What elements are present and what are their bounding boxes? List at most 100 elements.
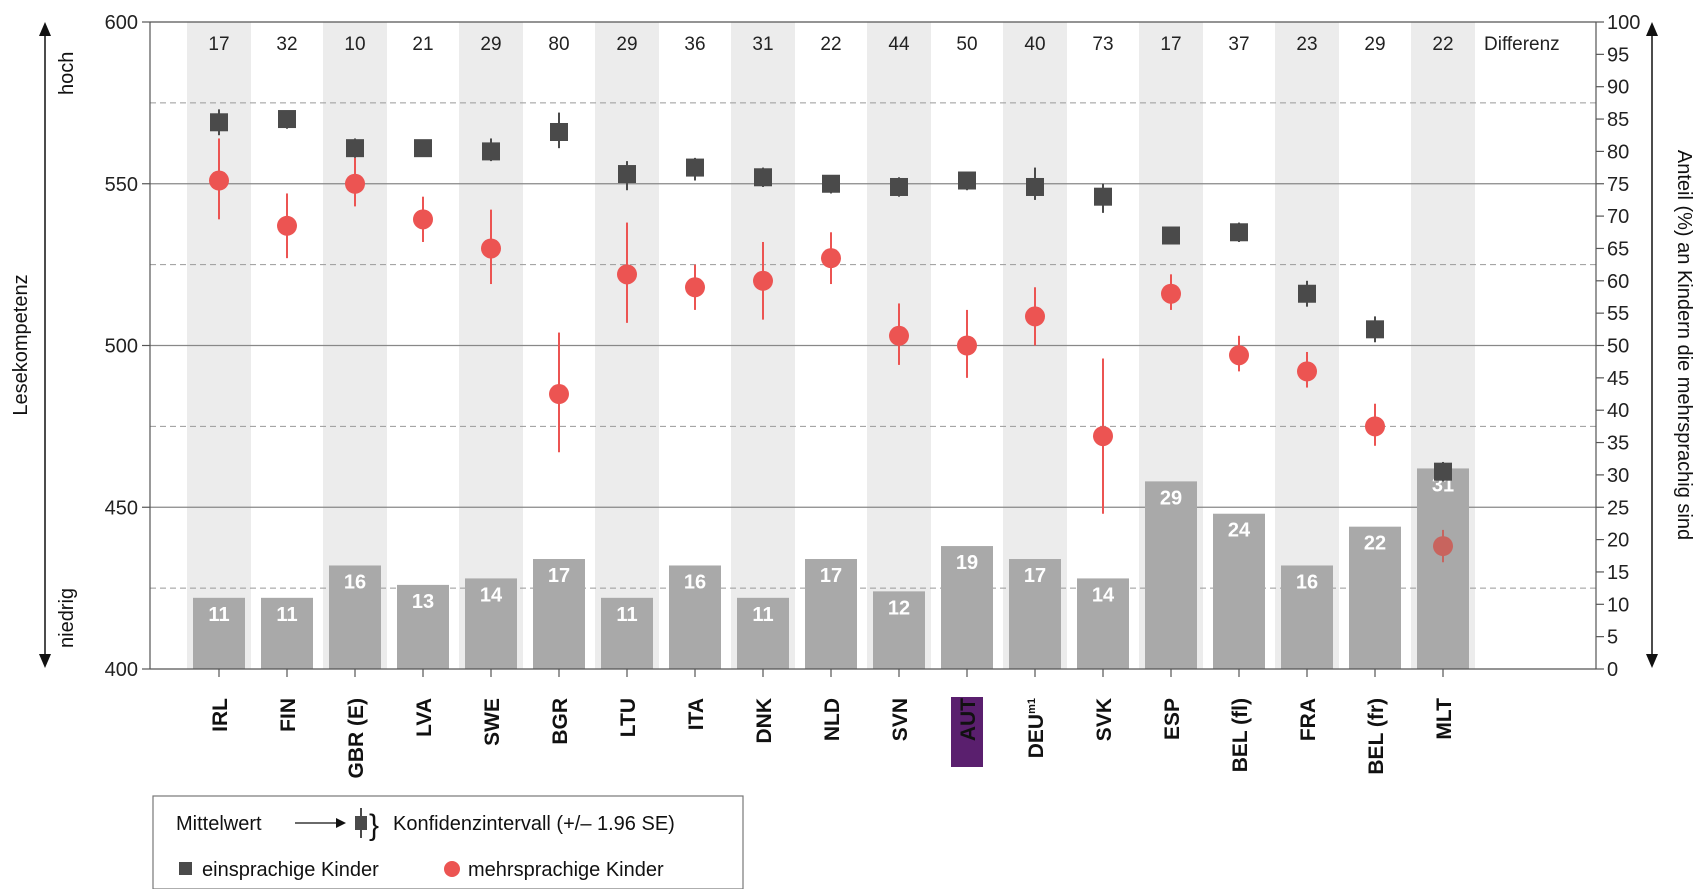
difference-value: 17	[1160, 34, 1181, 55]
right-tick-label: 60	[1607, 271, 1629, 293]
difference-header: Differenz	[1484, 34, 1560, 55]
difference-value: 29	[616, 34, 637, 55]
mono-marker	[1298, 284, 1316, 303]
share-bar	[1349, 526, 1401, 669]
share-bar	[533, 559, 585, 669]
share-bar-label: 17	[548, 565, 570, 587]
right-tick-label: 15	[1607, 562, 1629, 584]
right-axis-ticks: 0 5 10 15 20 25 30 35 40 45 50 55 60 65 70 75 80 85 90 95 10…	[1596, 12, 1640, 681]
right-tick-label: 10	[1607, 594, 1629, 616]
share-bar-label: 12	[888, 597, 910, 619]
right-tick-label: 0	[1607, 659, 1618, 681]
multi-marker	[1161, 283, 1181, 304]
difference-value: 37	[1228, 34, 1249, 55]
multi-marker	[277, 215, 297, 236]
share-bar	[465, 578, 517, 669]
right-axis-arrow	[1646, 22, 1658, 668]
right-tick-label: 90	[1607, 77, 1629, 99]
difference-value: 22	[820, 34, 841, 55]
difference-value: 22	[1432, 34, 1453, 55]
mono-marker	[686, 158, 704, 177]
mono-marker	[958, 171, 976, 190]
left-axis-ticks: 400 450 500 550 600	[105, 12, 150, 681]
share-bar	[1213, 513, 1265, 669]
category-label: IRL	[209, 698, 232, 732]
share-bar-label: 24	[1228, 520, 1251, 542]
difference-labels: 17 32 10 21 29 80 29 36 31 22 44 50 40 73 17 37 23 29 22	[208, 34, 1453, 55]
right-tick-label: 80	[1607, 141, 1629, 163]
share-bar-label: 16	[1296, 571, 1318, 593]
right-tick-label: 65	[1607, 238, 1629, 260]
difference-value: 10	[344, 34, 365, 55]
multi-marker	[1229, 345, 1249, 366]
share-bar	[1145, 481, 1197, 669]
right-tick-label: 20	[1607, 530, 1629, 552]
left-tick-label: 400	[105, 659, 138, 681]
share-bar-label: 14	[480, 584, 503, 606]
share-bar	[805, 559, 857, 669]
svg-text:}: }	[369, 809, 379, 842]
category-label: LVA	[413, 698, 436, 737]
mono-marker	[1230, 223, 1248, 242]
right-tick-label: 85	[1607, 109, 1629, 131]
share-bar-label: 29	[1160, 487, 1182, 509]
share-bar-label: 16	[344, 571, 366, 593]
share-bar-label: 11	[752, 604, 773, 626]
category-label: GBR (E)	[345, 698, 368, 779]
multi-marker	[345, 173, 365, 194]
legend-ci-label: Konfidenzintervall (+/– 1.96 SE)	[393, 813, 675, 835]
mono-marker	[346, 139, 364, 158]
share-bar	[669, 565, 721, 669]
mono-marker	[822, 174, 840, 193]
left-tick-label: 550	[105, 174, 138, 196]
right-tick-label: 50	[1607, 336, 1629, 358]
multi-marker	[1297, 361, 1317, 382]
share-bar-label: 11	[616, 604, 637, 626]
share-bar-label: 17	[820, 565, 842, 587]
share-bar-label: 16	[684, 571, 706, 593]
mono-marker	[1434, 462, 1452, 481]
share-bar	[1417, 468, 1469, 669]
mono-marker	[1162, 226, 1180, 245]
left-tick-label: 600	[105, 12, 138, 34]
category-label: ESP	[1161, 698, 1184, 740]
mono-marker	[278, 110, 296, 129]
gridlines	[150, 102, 1596, 589]
category-label: FIN	[277, 698, 300, 732]
share-bar-label: 11	[208, 604, 229, 626]
right-tick-label: 40	[1607, 400, 1629, 422]
category-label: SWE	[481, 698, 504, 746]
difference-value: 17	[208, 34, 229, 55]
right-tick-label: 5	[1607, 627, 1618, 649]
right-tick-label: 35	[1607, 433, 1629, 455]
mono-marker	[618, 165, 636, 184]
legend-mean-label: Mittelwert	[176, 813, 262, 835]
multi-marker	[1433, 536, 1453, 557]
share-bar-label: 14	[1092, 584, 1115, 606]
multi-marker	[821, 248, 841, 269]
mono-marker	[1094, 187, 1112, 206]
left-tick-label: 500	[105, 336, 138, 358]
multi-marker	[1093, 426, 1113, 447]
multi-marker	[209, 170, 229, 191]
difference-value: 32	[276, 34, 297, 55]
category-superscript: m1	[1026, 698, 1038, 714]
category-label: MLT	[1433, 698, 1456, 740]
right-tick-label: 100	[1607, 12, 1640, 34]
category-label: LTU	[617, 698, 640, 737]
left-axis-top-label: hoch	[56, 52, 78, 95]
share-bar	[601, 597, 653, 669]
category-label: BEL (fr)	[1365, 698, 1388, 775]
category-label: BEL (fl)	[1229, 698, 1252, 772]
share-bar-label: 22	[1364, 533, 1386, 555]
category-label: AUT	[957, 698, 980, 741]
share-bar-label: 19	[956, 552, 978, 574]
share-bar	[193, 597, 245, 669]
legend-multi-marker-icon	[444, 861, 460, 877]
difference-value: 80	[548, 34, 569, 55]
difference-value: 73	[1092, 34, 1113, 55]
legend: Mittelwert } Konfidenzintervall (+/– 1.9…	[152, 795, 744, 889]
share-bar	[1077, 578, 1129, 669]
share-bar	[397, 584, 449, 669]
